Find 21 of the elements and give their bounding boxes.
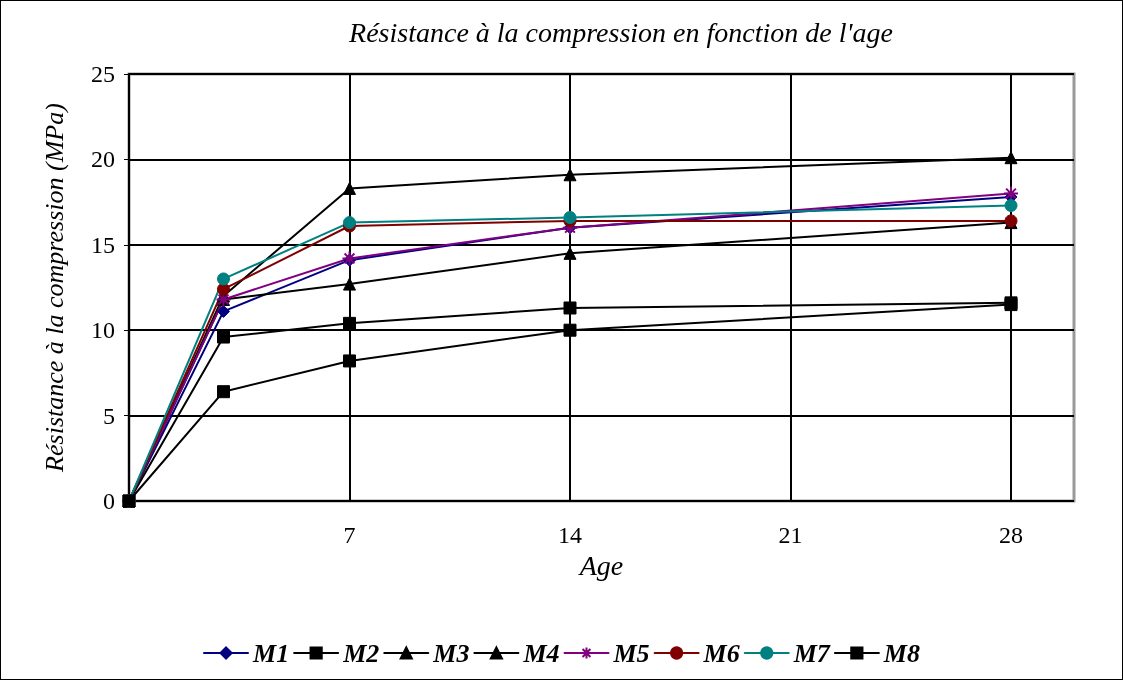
x-tick-label: 7: [343, 522, 356, 548]
x-tick-label: 28: [999, 522, 1023, 548]
legend-label: M3: [432, 638, 470, 668]
x-tick-label: 21: [778, 522, 803, 548]
y-axis-title: Résistance à la compression (MPa): [39, 103, 69, 473]
legend-label: M4: [522, 638, 560, 668]
legend-label: M5: [612, 638, 650, 668]
legend-label: M1: [252, 638, 290, 668]
y-tick-label: 20: [91, 146, 115, 173]
chart-title: Résistance à la compression en fonction de l'age: [348, 16, 893, 48]
y-tick-label: 5: [103, 402, 115, 429]
legend-label: M8: [882, 638, 920, 668]
y-tick-label: 25: [91, 61, 115, 87]
y-tick-label: 10: [91, 317, 115, 344]
y-tick-label: 0: [103, 488, 115, 514]
legend-label: M6: [702, 638, 740, 668]
x-tick-label: 14: [558, 522, 582, 548]
legend-label: M2: [342, 638, 380, 668]
y-tick-label: 15: [91, 231, 115, 258]
x-axis-title: Age: [577, 550, 624, 582]
legend-label: M7: [792, 638, 831, 668]
